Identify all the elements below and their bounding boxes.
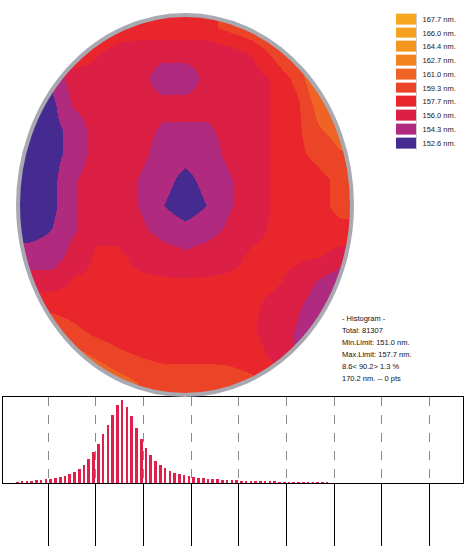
svg-text:164.4 nm.: 164.4 nm. bbox=[423, 42, 456, 51]
svg-text:154.3 nm.: 154.3 nm. bbox=[423, 125, 456, 134]
svg-text:166.0 nm.: 166.0 nm. bbox=[423, 29, 456, 38]
svg-text:- Histogram -: - Histogram - bbox=[342, 314, 386, 323]
svg-text:Max.Limit: 157.7 nm.: Max.Limit: 157.7 nm. bbox=[342, 350, 412, 359]
svg-text:161.0 nm.: 161.0 nm. bbox=[423, 70, 456, 79]
svg-text:159.3 nm.: 159.3 nm. bbox=[423, 84, 456, 93]
svg-text:156.0 nm.: 156.0 nm. bbox=[423, 111, 456, 120]
svg-text:170.2 nm. -- 0 pts: 170.2 nm. -- 0 pts bbox=[342, 374, 401, 383]
svg-text:157.7 nm.: 157.7 nm. bbox=[423, 97, 456, 106]
svg-text:Total: 81307: Total: 81307 bbox=[342, 326, 383, 335]
svg-text:Min.Limit: 151.0 nm.: Min.Limit: 151.0 nm. bbox=[342, 338, 410, 347]
svg-text:8.6< 90.2> 1.3 %: 8.6< 90.2> 1.3 % bbox=[342, 362, 399, 371]
svg-text:152.6 nm.: 152.6 nm. bbox=[423, 139, 456, 148]
svg-text:162.7 nm.: 162.7 nm. bbox=[423, 56, 456, 65]
svg-text:167.7 nm.: 167.7 nm. bbox=[423, 15, 456, 24]
